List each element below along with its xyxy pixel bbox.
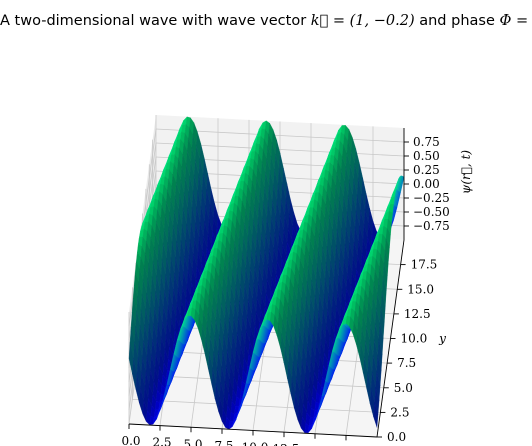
- x-tick-label: 12.5: [273, 442, 300, 446]
- z-tick-label: −0.75: [413, 219, 450, 233]
- x-tick-label: 2.5: [152, 436, 171, 446]
- x-tick-label: 7.5: [214, 439, 233, 446]
- title-connector: and phase: [419, 13, 495, 29]
- z-tick-label: 0.25: [413, 163, 440, 177]
- z-tick-label: 0.00: [413, 177, 440, 191]
- surface-facet: [373, 402, 379, 428]
- y-tick-label: 15.0: [407, 282, 434, 296]
- axis-lines: [128, 128, 409, 441]
- x-tick-label: 5.0: [183, 437, 202, 446]
- chart-title: A two-dimensional wave with wave vector …: [0, 13, 532, 29]
- axis-tick-labels: 0.0 2.5 5.0 7.5 10.0 12.5 15.0 17.5 0.0 2.5 5.0 7.5…: [121, 135, 473, 446]
- wave-surface: [128, 116, 405, 434]
- title-phi-value: = 1.4: [516, 13, 532, 29]
- y-tick-label: 0.0: [387, 430, 406, 444]
- y-tick-label: 7.5: [397, 356, 416, 370]
- title-k-symbol: k⃗: [310, 13, 329, 29]
- y-axis-label: y: [438, 332, 446, 346]
- y-tick-label: 10.0: [401, 332, 428, 346]
- z-tick-label: 0.50: [413, 149, 440, 163]
- grid-line-y: [135, 374, 384, 389]
- x-tick-label: 0.0: [121, 434, 140, 446]
- y-tick-label: 12.5: [404, 307, 431, 321]
- z-tick-label: 0.75: [413, 135, 440, 149]
- x-tick-label: 15.0: [304, 444, 331, 446]
- z-tick-label: −0.25: [413, 191, 450, 205]
- x-tick-label: 10.0: [242, 441, 269, 446]
- grid-line-z: [155, 128, 405, 143]
- y-tick-label: 5.0: [394, 381, 413, 395]
- title-k-value: = (1, −0.2): [332, 13, 415, 29]
- y-tick-label: 17.5: [411, 258, 438, 272]
- z-tick-label: −0.50: [413, 205, 450, 219]
- title-prefix: A two-dimensional wave with wave vector: [0, 13, 307, 29]
- y-tick-label: 2.5: [390, 405, 409, 419]
- grid-line-y: [132, 399, 381, 413]
- z-axis-label: ψ(r⃗, t): [459, 150, 473, 194]
- title-phi-symbol: Φ: [499, 13, 512, 29]
